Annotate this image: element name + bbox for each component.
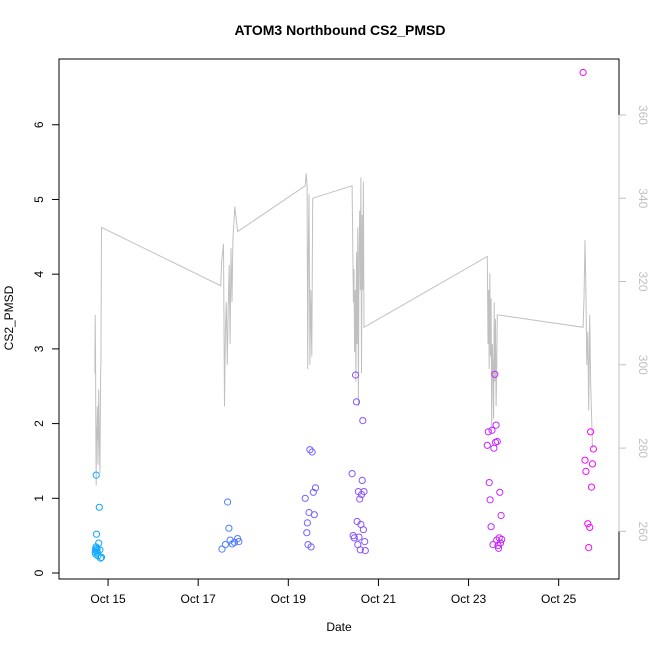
chart-title: ATOM3 Northbound CS2_PMSD xyxy=(234,22,445,38)
x-tick-label: Oct 19 xyxy=(271,592,307,606)
data-point xyxy=(352,371,360,379)
x-tick-label: Oct 25 xyxy=(541,592,577,606)
y-tick-label: 0 xyxy=(32,569,46,576)
data-point xyxy=(493,437,501,446)
data-point xyxy=(484,428,492,436)
data-point xyxy=(350,534,358,542)
line-layer xyxy=(94,173,593,486)
y2-tick-label: 320 xyxy=(636,272,650,292)
data-point xyxy=(585,544,593,552)
data-point xyxy=(496,539,505,547)
data-point xyxy=(494,541,502,550)
data-point xyxy=(586,523,594,532)
series-line xyxy=(94,173,593,486)
data-point xyxy=(485,479,493,487)
data-point xyxy=(587,483,596,491)
data-point xyxy=(301,494,309,502)
y-tick-label: 6 xyxy=(32,121,46,128)
x-tick-label: Oct 15 xyxy=(90,592,126,606)
data-point xyxy=(361,547,369,555)
data-point xyxy=(97,553,106,561)
data-point xyxy=(584,520,592,528)
data-point xyxy=(92,471,100,479)
data-point xyxy=(306,446,314,454)
data-point xyxy=(307,543,315,551)
x-axis: Oct 15 Oct 17 Oct 19 Oct 21 Oct 23 Oct 25 xyxy=(90,578,577,606)
data-point xyxy=(587,428,595,436)
data-point xyxy=(309,488,317,496)
data-point xyxy=(588,460,597,468)
data-point xyxy=(589,445,598,453)
data-point xyxy=(95,539,103,547)
x-axis-label: Date xyxy=(326,620,352,634)
plot-frame xyxy=(58,58,620,580)
y-tick-label: 5 xyxy=(32,196,46,203)
data-point xyxy=(361,538,369,546)
data-point xyxy=(360,488,368,496)
data-point xyxy=(228,540,236,548)
data-point xyxy=(303,529,311,537)
data-point xyxy=(492,421,500,429)
y2-tick-label: 260 xyxy=(636,521,650,541)
x-tick-label: Oct 23 xyxy=(451,592,487,606)
data-point xyxy=(221,541,229,549)
data-point xyxy=(235,538,243,546)
data-point xyxy=(226,536,234,544)
data-point xyxy=(496,488,504,496)
data-point xyxy=(225,524,233,532)
y-tick-label: 2 xyxy=(32,420,46,427)
data-point xyxy=(218,545,226,553)
y2-tick-label: 340 xyxy=(636,188,650,208)
data-point xyxy=(352,398,361,406)
points-layer xyxy=(91,68,598,562)
data-point xyxy=(581,456,589,464)
y2-tick-label: 360 xyxy=(636,105,650,125)
y-tick-label: 1 xyxy=(32,495,46,502)
data-point xyxy=(355,533,363,541)
data-point xyxy=(358,476,366,484)
data-point xyxy=(310,511,318,519)
data-point xyxy=(359,417,367,425)
data-point xyxy=(579,68,587,77)
data-point xyxy=(311,484,320,492)
data-point xyxy=(308,448,316,456)
x-tick-label: Oct 17 xyxy=(181,592,217,606)
data-point xyxy=(489,541,497,549)
data-point xyxy=(359,526,367,534)
y2-tick-label: 280 xyxy=(636,438,650,458)
data-point xyxy=(498,535,506,544)
data-point xyxy=(92,530,101,538)
data-point xyxy=(303,519,311,527)
data-point xyxy=(96,546,104,554)
y-axis-label: CS2_PMSD xyxy=(2,285,16,350)
data-point xyxy=(488,426,496,434)
data-point xyxy=(356,495,364,503)
y-tick-label: 3 xyxy=(32,345,46,352)
data-point xyxy=(97,554,105,562)
data-point xyxy=(497,511,505,520)
data-point xyxy=(487,523,495,531)
x-tick-label: Oct 21 xyxy=(361,592,397,606)
y-tick-label: 4 xyxy=(32,271,46,278)
data-point xyxy=(490,444,498,452)
data-point xyxy=(348,470,356,478)
data-point xyxy=(582,467,590,475)
data-point xyxy=(95,503,103,511)
data-point xyxy=(486,496,494,504)
secondary-y-axis: 260 280 300 320 340 360 xyxy=(618,105,650,542)
data-point xyxy=(483,441,491,449)
y2-tick-label: 300 xyxy=(636,355,650,375)
data-point xyxy=(356,546,364,554)
y-axis: 0 1 2 3 4 5 6 xyxy=(32,121,60,576)
data-point xyxy=(491,370,499,378)
data-point xyxy=(224,498,232,506)
